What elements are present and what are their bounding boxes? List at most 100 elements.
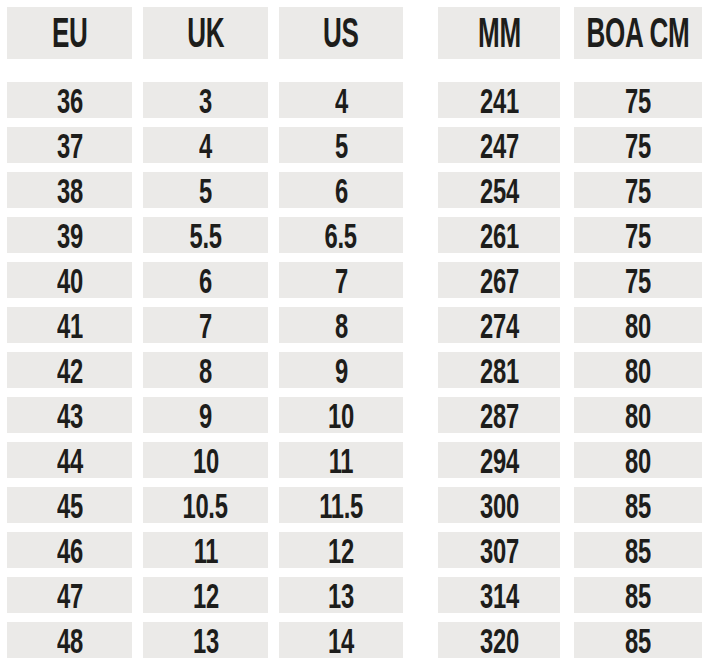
cell-uk-value: 5.5 <box>189 218 221 253</box>
cell-boa-cm-value: 75 <box>625 218 651 253</box>
cell-us: 6.5 <box>279 217 403 253</box>
cell-mm: 254 <box>438 172 560 208</box>
cell-uk-value: 11 <box>193 533 217 568</box>
table-row: 4178 <box>7 307 403 343</box>
cell-boa-cm: 80 <box>574 307 702 343</box>
cell-boa-cm: 80 <box>574 442 702 478</box>
table-row: 267 75 <box>438 262 702 298</box>
cell-uk: 13 <box>143 622 268 658</box>
size-chart: EU UK US 363437453856395.56.540674178428… <box>7 7 702 658</box>
cell-eu-value: 43 <box>57 398 83 433</box>
cell-us: 14 <box>279 622 403 658</box>
cell-eu: 44 <box>7 442 132 478</box>
cell-us-value: 13 <box>328 578 354 613</box>
cell-boa-cm: 75 <box>574 172 702 208</box>
cell-mm-value: 294 <box>480 443 519 478</box>
column-header-mm: MM <box>438 7 560 59</box>
cell-uk-value: 6 <box>199 263 212 298</box>
cell-us-value: 6.5 <box>325 218 357 253</box>
cell-eu: 38 <box>7 172 132 208</box>
cell-boa-cm-value: 80 <box>625 398 651 433</box>
cell-eu-value: 45 <box>57 488 83 523</box>
cell-boa-cm-value: 75 <box>625 173 651 208</box>
column-header-boa-cm: BOA CM <box>574 7 702 59</box>
cell-mm-value: 307 <box>480 533 519 568</box>
cell-mm-value: 241 <box>480 83 519 118</box>
cell-us-value: 11.5 <box>319 488 363 523</box>
column-header-us: US <box>279 7 403 59</box>
cell-uk-value: 12 <box>193 578 219 613</box>
cell-eu-value: 39 <box>57 218 83 253</box>
cell-us-value: 6 <box>335 173 348 208</box>
cell-eu-value: 46 <box>57 533 83 568</box>
cell-uk: 12 <box>143 577 268 613</box>
column-header-eu: EU <box>7 7 132 59</box>
header-row: MM BOA CM <box>438 7 702 59</box>
table-row: 47 12 13 <box>7 577 403 613</box>
cell-us: 10 <box>279 397 403 433</box>
cell-eu-value: 36 <box>57 83 83 118</box>
sizes-rows: 363437453856395.56.540674178428943910441… <box>7 82 403 658</box>
cell-mm-value: 287 <box>480 398 519 433</box>
cell-us: 4 <box>279 82 403 118</box>
cell-mm: 241 <box>438 82 560 118</box>
table-row: 43 9 10 <box>7 397 403 433</box>
table-row: 461112 <box>7 532 403 568</box>
cell-us: 5 <box>279 127 403 163</box>
cell-mm-value: 247 <box>480 128 519 163</box>
table-row: 40 6 7 <box>7 262 403 298</box>
cell-uk-value: 5 <box>199 173 212 208</box>
cell-boa-cm-value: 85 <box>625 488 651 523</box>
cell-eu: 37 <box>7 127 132 163</box>
cell-uk: 8 <box>143 352 268 388</box>
cell-eu: 47 <box>7 577 132 613</box>
cell-uk: 5.5 <box>143 217 268 253</box>
column-header-uk-label: UK <box>187 12 224 54</box>
table-row: 3634 <box>7 82 403 118</box>
cell-us-value: 8 <box>335 308 348 343</box>
cell-boa-cm: 85 <box>574 487 702 523</box>
cell-uk: 4 <box>143 127 268 163</box>
table-row: 300 85 <box>438 487 702 523</box>
table-row: 30785 <box>438 532 702 568</box>
header-row: EU UK US <box>7 7 403 59</box>
size-chart-measurements-group: MM BOA CM 241752477525475261752677527480… <box>438 7 702 658</box>
cell-boa-cm: 80 <box>574 397 702 433</box>
cell-us: 7 <box>279 262 403 298</box>
cell-mm-value: 254 <box>480 173 519 208</box>
cell-uk: 9 <box>143 397 268 433</box>
cell-mm: 300 <box>438 487 560 523</box>
cell-eu: 41 <box>7 307 132 343</box>
table-row: 294 80 <box>438 442 702 478</box>
cell-eu: 45 <box>7 487 132 523</box>
cell-uk-value: 8 <box>199 353 212 388</box>
cell-mm: 267 <box>438 262 560 298</box>
cell-us-value: 7 <box>335 263 348 298</box>
cell-us-value: 11 <box>329 443 353 478</box>
table-row: 441011 <box>7 442 403 478</box>
cell-us: 6 <box>279 172 403 208</box>
cell-mm: 261 <box>438 217 560 253</box>
cell-uk-value: 10.5 <box>183 488 228 523</box>
table-row: 37 4 5 <box>7 127 403 163</box>
cell-eu-value: 44 <box>57 443 83 478</box>
cell-uk-value: 9 <box>199 398 212 433</box>
cell-us-value: 10 <box>328 398 354 433</box>
cell-eu: 48 <box>7 622 132 658</box>
cell-boa-cm-value: 80 <box>625 308 651 343</box>
cell-boa-cm-value: 75 <box>625 263 651 298</box>
cell-uk-value: 4 <box>199 128 212 163</box>
cell-boa-cm-value: 85 <box>625 578 651 613</box>
cell-boa-cm-value: 85 <box>625 623 651 658</box>
cell-us: 9 <box>279 352 403 388</box>
cell-boa-cm-value: 80 <box>625 353 651 388</box>
table-row: 39 5.5 6.5 <box>7 217 403 253</box>
cell-eu: 40 <box>7 262 132 298</box>
table-row: 24775 <box>438 127 702 163</box>
cell-boa-cm: 75 <box>574 262 702 298</box>
cell-us: 13 <box>279 577 403 613</box>
table-row: 45 10.5 11.5 <box>7 487 403 523</box>
cell-mm-value: 314 <box>480 578 519 613</box>
cell-boa-cm: 75 <box>574 82 702 118</box>
table-row: 48 13 14 <box>7 622 403 658</box>
